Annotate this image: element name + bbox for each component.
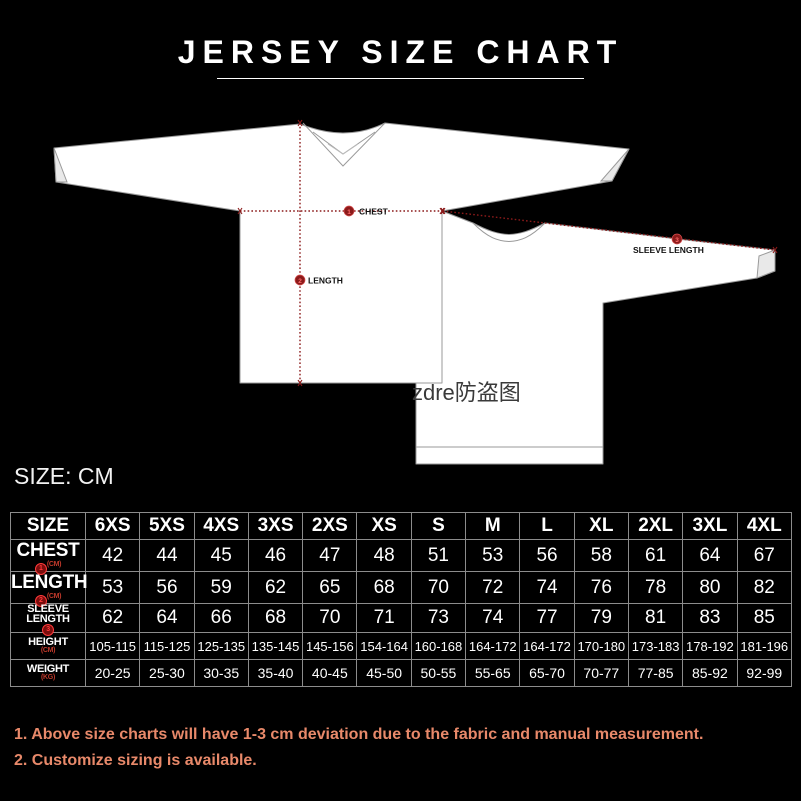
svg-text:SLEEVE LENGTH: SLEEVE LENGTH	[633, 245, 704, 255]
svg-text:CHEST: CHEST	[359, 207, 389, 217]
svg-text:zdre防盗图: zdre防盗图	[412, 380, 521, 405]
svg-text:2: 2	[298, 278, 302, 285]
svg-text:1: 1	[347, 209, 351, 216]
svg-text:LENGTH: LENGTH	[308, 276, 343, 286]
svg-text:3: 3	[675, 237, 679, 244]
